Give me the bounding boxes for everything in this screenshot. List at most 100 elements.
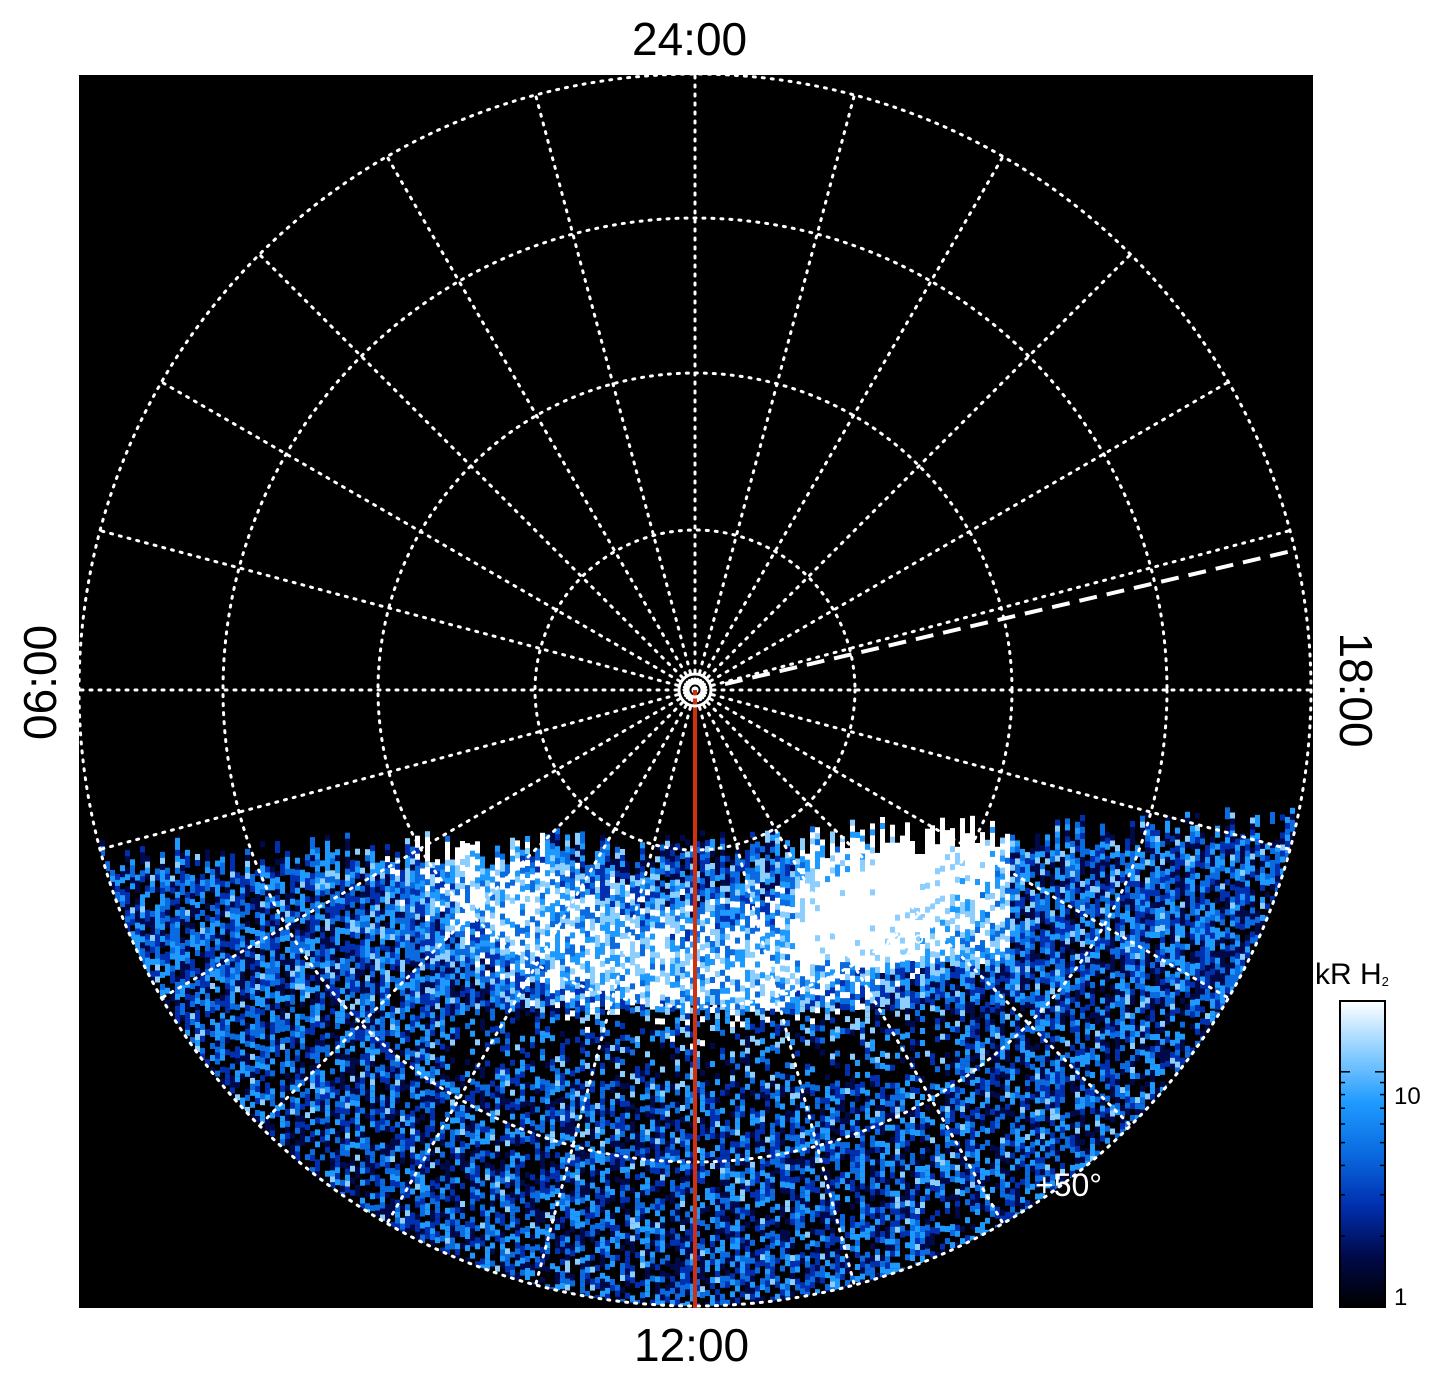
emission-cell — [330, 1038, 335, 1045]
emission-cell — [395, 1223, 400, 1230]
emission-cell — [495, 1175, 500, 1182]
emission-cell — [330, 1044, 335, 1051]
emission-cell — [250, 1029, 255, 1036]
emission-cell — [560, 988, 565, 999]
emission-cell — [550, 993, 555, 1004]
emission-cell — [520, 927, 525, 938]
emission-cell — [470, 928, 475, 939]
emission-cell — [430, 922, 435, 933]
emission-cell — [585, 1230, 590, 1237]
emission-cell — [425, 1125, 430, 1132]
emission-cell — [255, 978, 260, 988]
emission-cell — [310, 921, 315, 932]
emission-cell — [490, 972, 495, 983]
emission-cell — [475, 1189, 480, 1196]
emission-cell — [535, 1172, 540, 1179]
emission-cell — [385, 1180, 390, 1187]
emission-cell — [380, 1022, 385, 1029]
emission-cell — [565, 990, 570, 1001]
emission-cell — [590, 906, 595, 917]
emission-cell — [500, 913, 505, 924]
emission-cell — [365, 885, 370, 896]
emission-cell — [525, 1166, 530, 1172]
emission-cell — [495, 863, 500, 874]
emission-cell — [245, 962, 250, 973]
emission-cell — [265, 902, 270, 913]
emission-cell — [395, 1211, 400, 1218]
emission-cell — [620, 1167, 625, 1173]
emission-cell — [130, 913, 135, 924]
emission-cell — [500, 997, 505, 1008]
emission-cell — [620, 915, 625, 925]
emission-cell — [360, 933, 365, 944]
emission-cell — [180, 889, 185, 899]
emission-cell — [610, 1135, 615, 1141]
emission-cell — [500, 973, 505, 984]
emission-cell — [430, 1030, 435, 1037]
emission-cell — [460, 1201, 465, 1207]
emission-cell — [170, 917, 175, 928]
emission-cell — [470, 982, 475, 993]
emission-cell — [555, 990, 560, 1001]
emission-cell — [530, 940, 535, 951]
emission-cell — [240, 905, 245, 916]
emission-cell — [520, 963, 525, 974]
emission-cell — [285, 1084, 290, 1091]
emission-cell — [505, 1152, 510, 1159]
emission-cell — [510, 1209, 515, 1216]
emission-cell — [355, 1166, 360, 1173]
emission-cell — [415, 1183, 420, 1190]
emission-cell — [205, 879, 210, 890]
emission-cell — [220, 874, 225, 885]
emission-cell — [345, 832, 350, 843]
emission-cell — [575, 922, 580, 933]
emission-cell — [560, 874, 565, 885]
emission-cell — [260, 1105, 265, 1112]
emission-cell — [585, 912, 590, 923]
emission-cell — [285, 994, 290, 1005]
emission-cell — [465, 915, 470, 926]
emission-cell — [540, 1168, 545, 1175]
emission-cell — [370, 1187, 375, 1194]
emission-cell — [155, 976, 160, 987]
emission-cell — [205, 903, 210, 914]
emission-cell — [425, 1095, 430, 1102]
emission-cell — [445, 1171, 450, 1178]
emission-cell — [450, 1231, 455, 1238]
emission-cell — [285, 964, 290, 975]
emission-cell — [305, 854, 310, 865]
emission-cell — [370, 959, 375, 970]
emission-cell — [550, 849, 555, 860]
emission-cell — [430, 1114, 435, 1121]
emission-cell — [160, 941, 165, 952]
emission-cell — [365, 867, 370, 878]
emission-cell — [240, 899, 245, 910]
emission-cell — [430, 1198, 435, 1205]
emission-cell — [495, 1109, 500, 1116]
emission-cell — [400, 1019, 405, 1026]
emission-cell — [290, 1096, 295, 1103]
emission-cell — [300, 1127, 305, 1134]
emission-cell — [550, 879, 555, 890]
emission-cell — [545, 1026, 550, 1033]
emission-cell — [375, 1018, 380, 1025]
emission-cell — [420, 994, 425, 1005]
emission-cell — [245, 866, 250, 877]
emission-cell — [235, 1046, 240, 1053]
emission-cell — [185, 903, 190, 914]
emission-cell — [320, 926, 325, 937]
emission-cell — [500, 1231, 505, 1238]
emission-cell — [605, 975, 610, 986]
emission-cell — [470, 1240, 475, 1247]
emission-cell — [515, 924, 520, 935]
emission-cell — [490, 1200, 495, 1207]
emission-cell — [305, 1058, 310, 1065]
emission-cell — [355, 908, 360, 919]
emission-cell — [205, 981, 210, 992]
emission-cell — [195, 1028, 200, 1034]
emission-cell — [495, 905, 500, 916]
emission-cell — [515, 954, 520, 965]
emission-cell — [245, 1106, 250, 1113]
emission-cell — [380, 1064, 385, 1071]
emission-cell — [435, 961, 440, 972]
